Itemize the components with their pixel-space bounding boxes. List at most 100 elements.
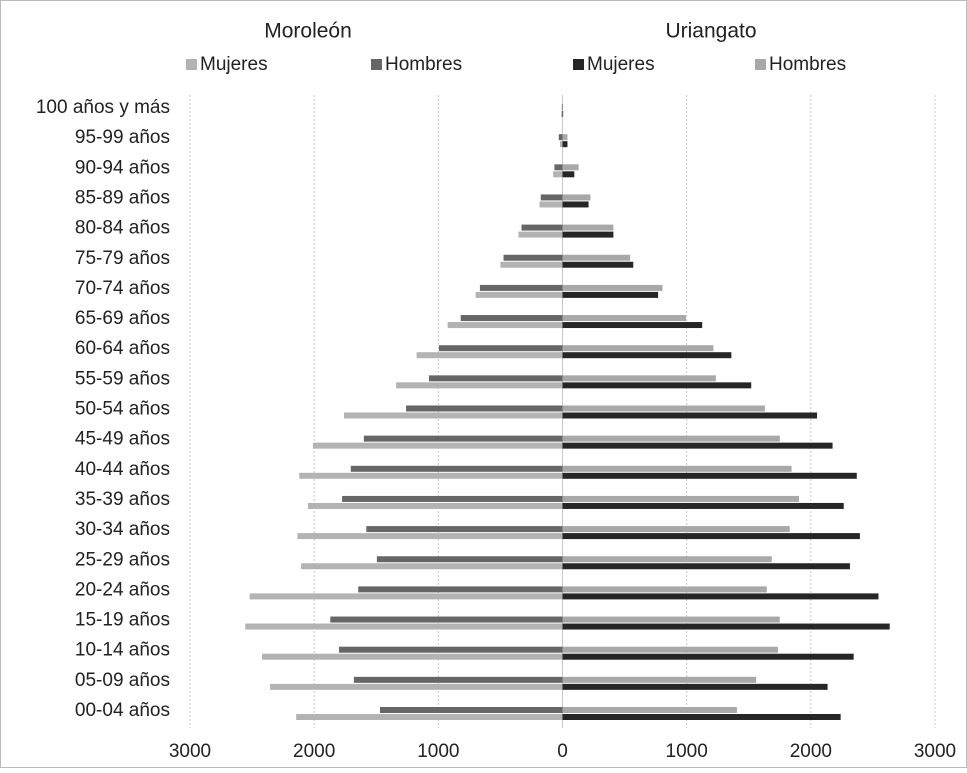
bar <box>541 194 563 200</box>
bar <box>563 684 828 690</box>
bar <box>262 654 562 660</box>
bar <box>504 255 563 261</box>
bar <box>563 707 737 713</box>
x-tick-label: 0 <box>557 741 568 762</box>
y-tick-label: 00-04 años <box>75 700 170 721</box>
legend-label: Hombres <box>385 54 462 75</box>
legend-swatch <box>573 59 584 70</box>
x-tick-label: 3000 <box>169 741 211 762</box>
y-tick-label: 50-54 años <box>75 399 170 420</box>
x-tick-label: 2000 <box>790 741 832 762</box>
legend-swatch <box>755 59 766 70</box>
bar <box>563 413 818 419</box>
bar <box>358 586 562 592</box>
bar <box>342 496 562 502</box>
bar <box>417 352 563 358</box>
bar <box>563 617 780 623</box>
y-tick-label: 90-94 años <box>75 157 170 178</box>
x-tick-label: 3000 <box>914 741 956 762</box>
bar <box>563 194 591 200</box>
y-tick-label: 70-74 años <box>75 278 170 299</box>
bar <box>339 647 563 653</box>
legend-swatch <box>371 59 382 70</box>
legend-label: Mujeres <box>587 54 655 75</box>
bar <box>563 345 714 351</box>
bar <box>563 526 790 532</box>
bar <box>380 707 563 713</box>
bar <box>563 503 844 509</box>
bar <box>377 556 563 562</box>
bar <box>480 285 563 291</box>
bar <box>563 164 579 170</box>
bar <box>562 104 563 110</box>
bar <box>563 563 850 569</box>
bar <box>563 473 857 479</box>
bar <box>366 526 562 532</box>
bar <box>553 171 562 177</box>
group-title: Moroleón <box>264 20 352 43</box>
bar <box>563 352 732 358</box>
legend-swatch <box>186 59 197 70</box>
bar <box>563 141 568 147</box>
y-tick-label: 45-49 años <box>75 429 170 450</box>
bar <box>563 406 765 412</box>
bar <box>250 593 563 599</box>
y-tick-label: 40-44 años <box>75 459 170 480</box>
bar <box>270 684 562 690</box>
bar <box>563 322 703 328</box>
bar <box>563 647 778 653</box>
bar <box>540 201 563 207</box>
bar <box>476 292 563 298</box>
bar <box>563 171 575 177</box>
bar <box>563 593 879 599</box>
bar <box>429 375 562 381</box>
y-tick-label: 65-69 años <box>75 308 170 329</box>
y-tick-label: 10-14 años <box>75 640 170 661</box>
bar <box>448 322 563 328</box>
bar <box>563 315 687 321</box>
bar <box>563 496 800 502</box>
bar <box>559 134 563 140</box>
bar <box>563 201 589 207</box>
bar <box>297 533 562 539</box>
bar <box>563 677 757 683</box>
x-tick-label: 1000 <box>417 741 459 762</box>
bar <box>344 413 563 419</box>
bar <box>563 436 780 442</box>
bar <box>518 232 562 238</box>
y-tick-label: 75-79 años <box>75 248 170 269</box>
bar <box>364 436 563 442</box>
bar <box>563 624 890 630</box>
y-tick-label: 35-39 años <box>75 489 170 510</box>
bar <box>308 503 563 509</box>
x-tick-label: 2000 <box>293 741 335 762</box>
bar <box>563 232 614 238</box>
bar <box>563 134 568 140</box>
bar <box>500 262 562 268</box>
legend-label: Mujeres <box>200 54 268 75</box>
bar <box>563 382 752 388</box>
bar <box>561 111 562 117</box>
bar <box>563 466 792 472</box>
bar <box>563 292 659 298</box>
bar <box>354 677 563 683</box>
bar <box>563 714 841 720</box>
bar <box>299 473 562 479</box>
y-tick-label: 80-84 años <box>75 218 170 239</box>
bar <box>461 315 563 321</box>
bar <box>563 443 833 449</box>
y-tick-label: 20-24 años <box>75 579 170 600</box>
bar <box>563 111 564 117</box>
x-tick-label: 1000 <box>666 741 708 762</box>
group-title: Uriangato <box>665 20 756 43</box>
y-tick-label: 15-19 años <box>75 610 170 631</box>
bar <box>296 714 562 720</box>
bar <box>330 617 562 623</box>
y-tick-label: 100 años y más <box>36 97 170 118</box>
bar <box>313 443 563 449</box>
y-tick-label: 60-64 años <box>75 338 170 359</box>
bar <box>563 285 663 291</box>
y-tick-label: 05-09 años <box>75 670 170 691</box>
y-tick-label: 55-59 años <box>75 368 170 389</box>
